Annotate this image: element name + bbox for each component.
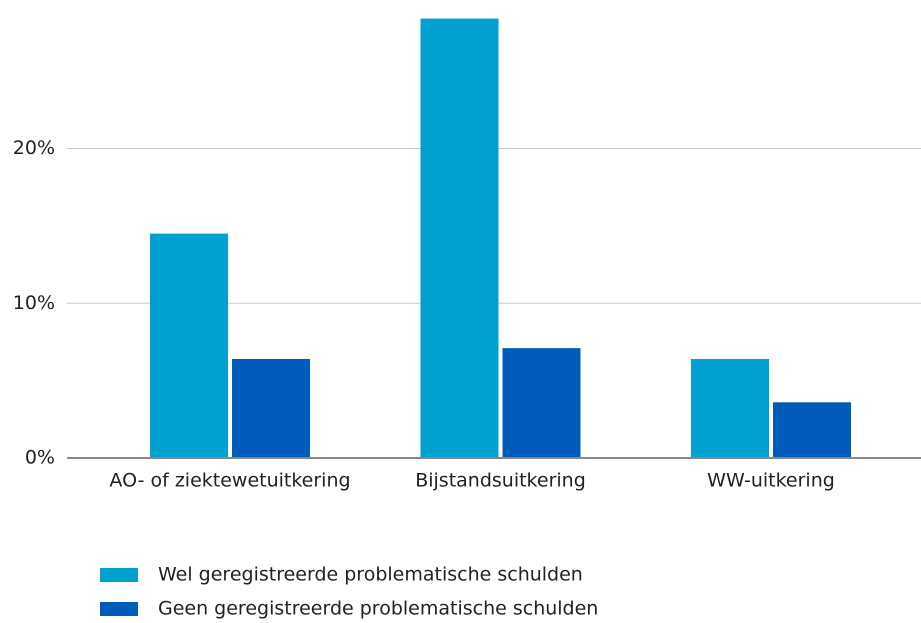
bar bbox=[232, 358, 310, 458]
bar bbox=[691, 358, 769, 458]
x-tick-label: Bijstandsuitkering bbox=[415, 470, 586, 492]
bar bbox=[150, 233, 228, 458]
legend-swatch bbox=[100, 568, 138, 582]
y-tick-label: 0% bbox=[25, 447, 55, 469]
bar bbox=[420, 18, 499, 459]
legend-label: Wel geregistreerde problematische schuld… bbox=[158, 564, 583, 586]
legend-swatch bbox=[100, 602, 138, 616]
x-tick-label: WW-uitkering bbox=[707, 470, 835, 492]
bar bbox=[773, 402, 851, 458]
y-tick-label: 20% bbox=[13, 137, 55, 159]
y-tick-label: 10% bbox=[13, 292, 55, 314]
x-tick-label: AO- of ziektewetuitkering bbox=[109, 470, 350, 492]
legend-label: Geen geregistreerde problematische schul… bbox=[158, 598, 598, 620]
bar bbox=[502, 348, 581, 458]
